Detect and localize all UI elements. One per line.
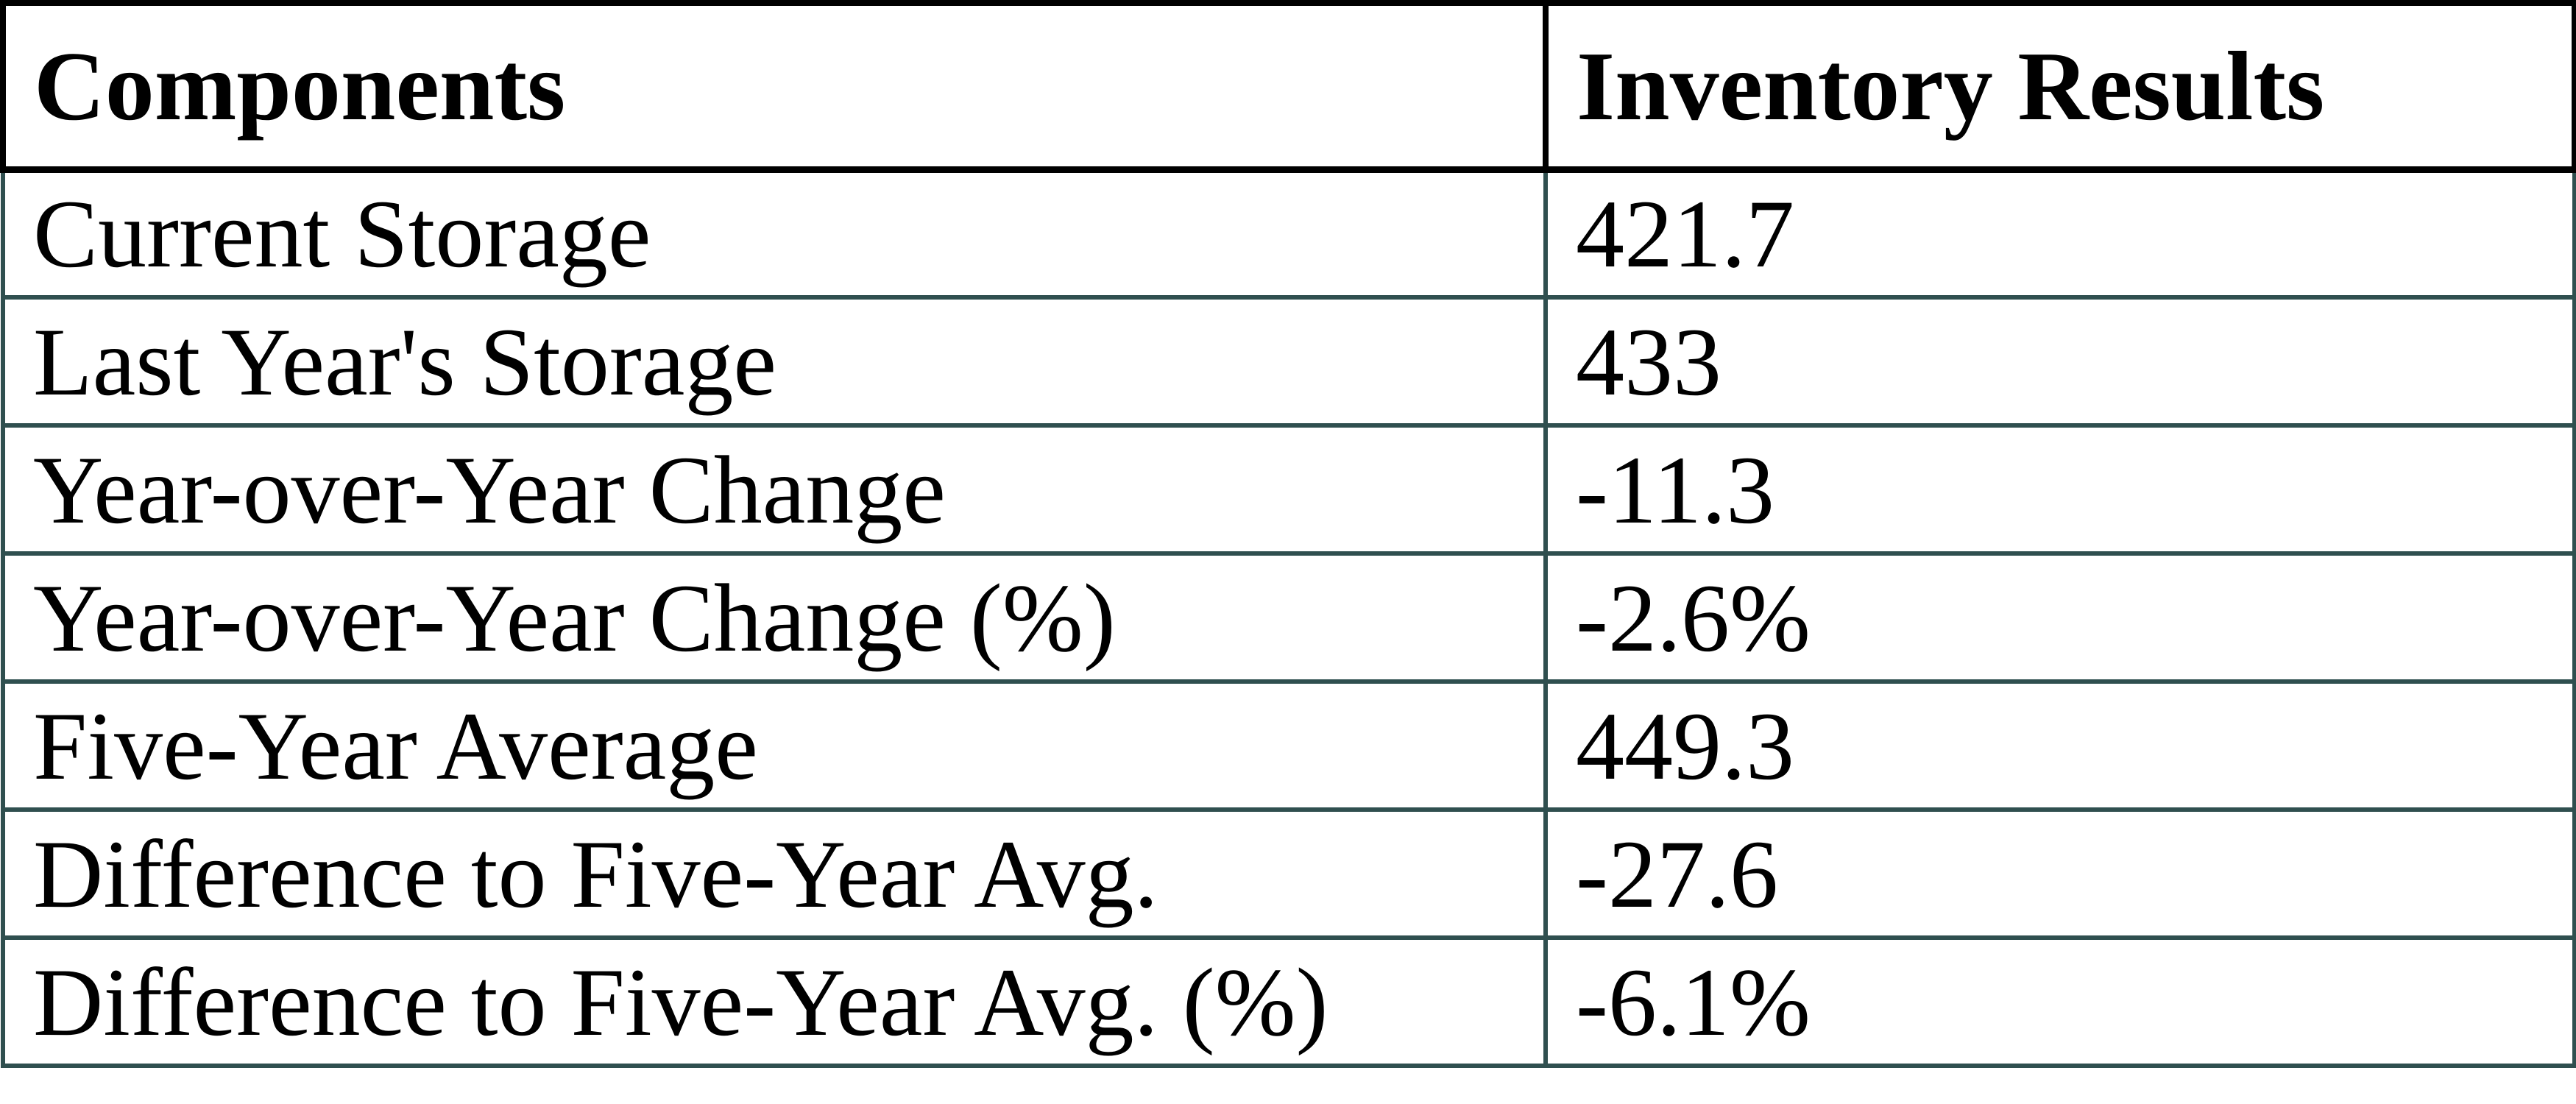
table-row: Year-over-Year Change -11.3 bbox=[1, 423, 2576, 556]
value-cell: 421.7 bbox=[1543, 167, 2576, 300]
column-header-inventory-results: Inventory Results bbox=[1543, 0, 2576, 173]
table-row: Last Year's Storage 433 bbox=[1, 295, 2576, 428]
table-row: Difference to Five-Year Avg. (%) -6.1% bbox=[1, 935, 2576, 1068]
component-cell: Difference to Five-Year Avg. (%) bbox=[1, 935, 1548, 1068]
inventory-table: Components Inventory Results Current Sto… bbox=[0, 0, 2576, 1068]
value-cell: 449.3 bbox=[1543, 679, 2576, 812]
component-cell: Last Year's Storage bbox=[1, 295, 1548, 428]
value-cell: 433 bbox=[1543, 295, 2576, 428]
component-cell: Current Storage bbox=[1, 167, 1548, 300]
value-cell: -27.6 bbox=[1543, 807, 2576, 940]
component-cell: Year-over-Year Change bbox=[1, 423, 1548, 556]
table-row: Current Storage 421.7 bbox=[1, 167, 2576, 300]
component-cell: Year-over-Year Change (%) bbox=[1, 551, 1548, 684]
component-cell: Difference to Five-Year Avg. bbox=[1, 807, 1548, 940]
table-row: Five-Year Average 449.3 bbox=[1, 679, 2576, 812]
header-row: Components Inventory Results bbox=[0, 0, 2576, 173]
table-row: Difference to Five-Year Avg. -27.6 bbox=[1, 807, 2576, 940]
value-cell: -11.3 bbox=[1543, 423, 2576, 556]
value-cell: -2.6% bbox=[1543, 551, 2576, 684]
table-row: Year-over-Year Change (%) -2.6% bbox=[1, 551, 2576, 684]
column-header-components: Components bbox=[0, 0, 1549, 173]
component-cell: Five-Year Average bbox=[1, 679, 1548, 812]
value-cell: -6.1% bbox=[1543, 935, 2576, 1068]
